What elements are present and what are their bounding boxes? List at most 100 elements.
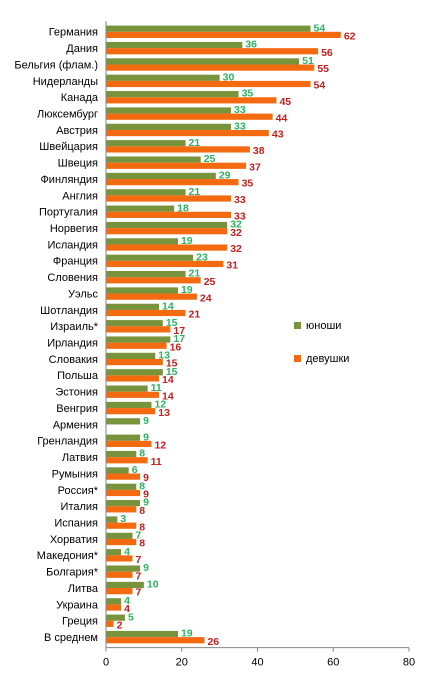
category-label: Канада xyxy=(61,92,99,104)
category-label: Швейцария xyxy=(39,141,98,153)
bar-девушки xyxy=(106,64,315,71)
legend-swatch-юноши xyxy=(294,322,301,329)
data-label-юноши: 36 xyxy=(245,39,257,51)
category-label: Украина xyxy=(56,599,99,611)
data-label-девушки: 7 xyxy=(136,587,142,599)
data-label-юноши: 9 xyxy=(143,562,149,574)
data-label-девушки: 16 xyxy=(170,341,182,353)
data-label-юноши: 33 xyxy=(234,104,246,116)
data-label-девушки: 54 xyxy=(314,80,326,92)
category-label: Словакия xyxy=(49,354,98,366)
bar-юноши xyxy=(106,205,175,212)
category-label: Финляндия xyxy=(40,174,98,186)
data-label-девушки: 8 xyxy=(139,538,145,550)
category-label: Австрия xyxy=(56,125,98,137)
bar-юноши xyxy=(106,450,137,458)
data-label-девушки: 17 xyxy=(173,325,185,337)
category-label: Уэльс xyxy=(68,288,99,300)
data-label-юноши: 4 xyxy=(124,595,130,607)
bar-юноши xyxy=(106,565,141,572)
category-label: Испания xyxy=(54,517,98,529)
bar-девушки xyxy=(106,162,247,169)
x-tick-label: 0 xyxy=(103,657,109,669)
bar-юноши xyxy=(106,581,144,589)
bar-девушки xyxy=(106,473,141,480)
bar-девушки xyxy=(106,260,224,268)
bar-девушки xyxy=(106,179,239,186)
category-label: Хорватия xyxy=(50,534,98,546)
bar-девушки xyxy=(106,538,137,546)
data-label-юноши: 51 xyxy=(302,55,314,67)
category-label: Нидерланды xyxy=(33,76,98,88)
data-label-юноши: 19 xyxy=(181,235,193,247)
data-label-юноши: 17 xyxy=(173,333,185,345)
category-label: Швеция xyxy=(58,158,98,170)
data-label-девушки: 14 xyxy=(162,374,174,386)
category-label: Исландия xyxy=(47,239,98,251)
legend-swatch-девушки xyxy=(294,355,301,362)
category-label: Франция xyxy=(53,256,98,268)
bar-девушки xyxy=(106,489,141,497)
category-label: Ирландия xyxy=(47,338,98,350)
bar-девушки xyxy=(106,244,228,251)
bar-юноши xyxy=(106,483,137,490)
category-label: Италия xyxy=(61,501,99,513)
category-label: Бельгия (флам.) xyxy=(14,59,98,71)
data-label-девушки: 13 xyxy=(158,407,170,419)
data-label-юноши: 21 xyxy=(189,137,201,149)
bar-девушки xyxy=(106,555,133,562)
bar-девушки xyxy=(106,457,148,464)
data-label-юноши: 11 xyxy=(151,382,162,394)
data-label-юноши: 23 xyxy=(196,251,208,263)
data-label-девушки: 24 xyxy=(200,292,212,304)
bar-юноши xyxy=(106,287,178,294)
data-label-юноши: 14 xyxy=(162,300,174,312)
data-label-юноши: 33 xyxy=(234,120,246,132)
data-label-юноши: 21 xyxy=(189,186,201,198)
x-tick-label: 40 xyxy=(251,657,263,669)
bar-юноши xyxy=(106,271,186,278)
bar-юноши xyxy=(106,156,201,163)
bar-юноши xyxy=(106,598,122,605)
data-label-девушки: 43 xyxy=(272,129,284,141)
data-label-юноши: 7 xyxy=(136,529,142,541)
data-label-юноши: 19 xyxy=(181,628,193,640)
bar-юноши xyxy=(106,549,122,556)
legend-label-девушки: девушки xyxy=(306,353,349,365)
data-label-юноши: 12 xyxy=(154,399,166,411)
data-label-девушки: 15 xyxy=(166,358,178,370)
bar-девушки xyxy=(106,195,231,202)
bar-юноши xyxy=(106,385,148,392)
data-label-юноши: 13 xyxy=(158,350,170,362)
data-label-девушки: 2 xyxy=(117,619,123,631)
bar-девушки xyxy=(106,342,167,349)
bar-юноши xyxy=(106,254,194,261)
category-label: Шотландия xyxy=(40,305,98,317)
category-label: Германия xyxy=(49,27,98,39)
data-label-юноши: 8 xyxy=(139,448,145,460)
category-label: Англия xyxy=(62,190,98,202)
bar-юноши xyxy=(106,58,300,65)
category-label: Польша xyxy=(57,370,99,382)
data-label-девушки: 8 xyxy=(139,505,145,517)
data-label-юноши: 25 xyxy=(204,153,216,165)
bar-девушки xyxy=(106,391,160,398)
bar-юноши xyxy=(106,140,186,147)
bar-девушки xyxy=(106,113,273,120)
bar-девушки xyxy=(106,408,156,415)
category-label: Гренландия xyxy=(37,436,98,448)
data-label-девушки: 44 xyxy=(276,112,288,124)
data-label-юноши: 8 xyxy=(139,480,145,492)
bar-девушки xyxy=(106,440,152,447)
data-label-девушки: 21 xyxy=(189,309,201,321)
category-label: Словения xyxy=(47,272,98,284)
data-label-девушки: 35 xyxy=(242,178,254,190)
bar-девушки xyxy=(106,48,319,55)
x-tick-label: 80 xyxy=(403,657,415,669)
bar-юноши xyxy=(106,630,178,638)
category-label: Россия* xyxy=(58,485,99,497)
bar-девушки xyxy=(106,571,133,578)
bar-юноши xyxy=(106,221,228,229)
